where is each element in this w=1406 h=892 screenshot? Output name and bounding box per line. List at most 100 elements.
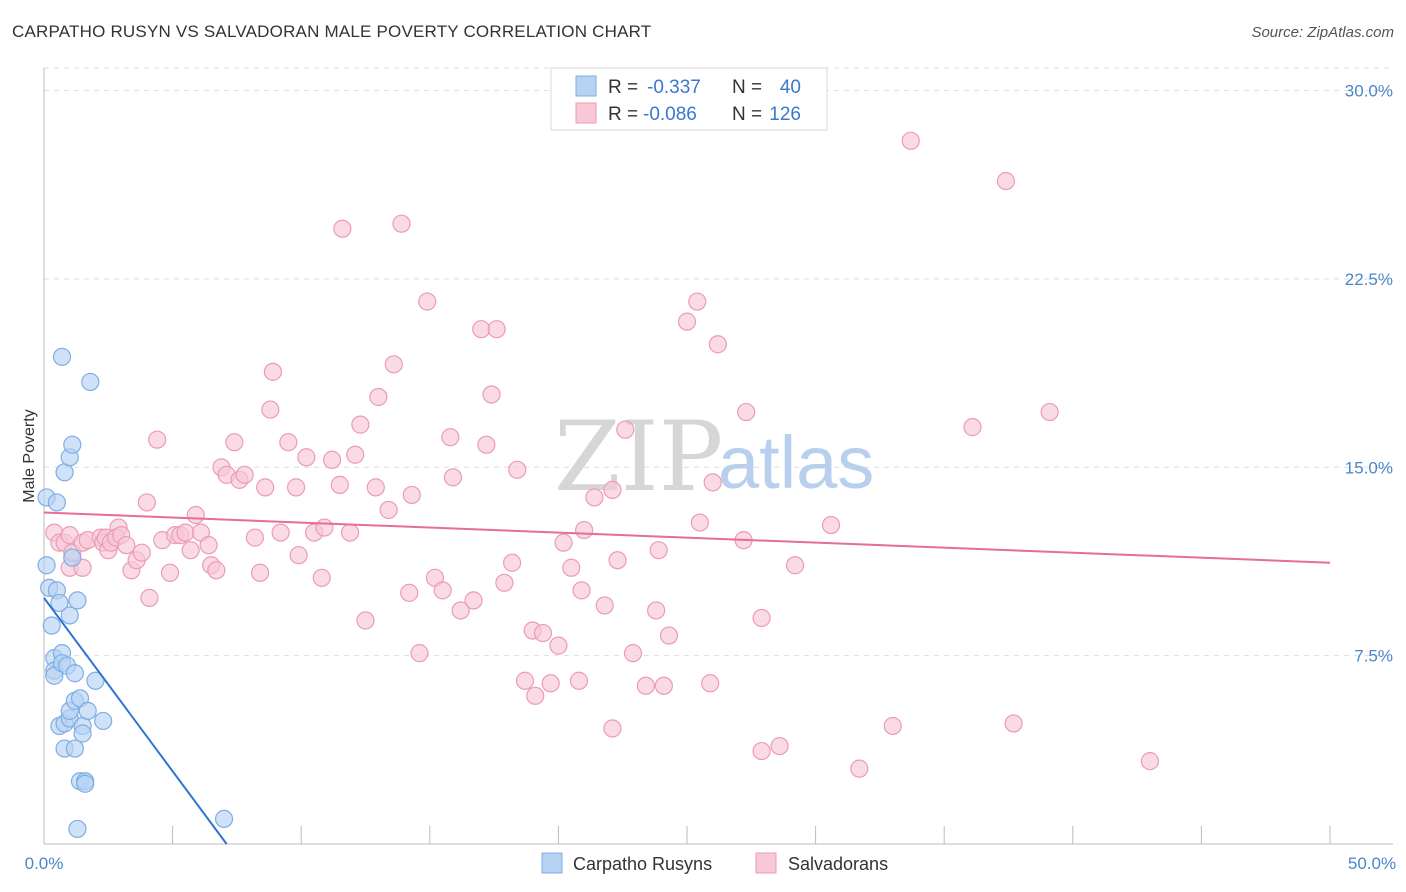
salvadoran-point	[569, 671, 589, 690]
salvadoran-point	[286, 478, 306, 497]
salvadoran-point	[752, 741, 771, 761]
salvadoran-point	[369, 387, 388, 407]
grid-lines	[44, 67, 1393, 657]
carpatho-point	[214, 809, 234, 828]
salvadoran-point	[503, 553, 522, 572]
legend-n-label-carpatho: N =	[732, 77, 762, 98]
salvadoran-trend-line	[43, 511, 1331, 564]
salvadoran-point	[333, 219, 352, 238]
watermark-zip: ZIP	[554, 401, 723, 513]
salvadoran-point	[595, 596, 614, 615]
salvadoran-point	[132, 543, 151, 562]
salvadoran-point	[526, 686, 545, 705]
salvadoran-point	[636, 676, 655, 695]
salvadoran-point	[533, 623, 553, 643]
salvadoran-point	[562, 558, 581, 577]
legend-n-value-salvadoran: 126	[769, 104, 801, 125]
salvadoran-point	[659, 626, 679, 645]
legend-n-value-carpatho: 40	[780, 77, 801, 98]
carpatho-point	[47, 493, 66, 512]
legend-swatch-carpatho	[575, 75, 597, 97]
salvadoran-point	[708, 335, 727, 354]
salvadoran-point	[649, 541, 668, 560]
carpatho-point	[65, 739, 84, 758]
carpatho-point	[42, 616, 61, 635]
salvadoran-point	[508, 460, 527, 479]
salvadoran-point	[850, 759, 869, 778]
salvadoran-point	[785, 556, 805, 575]
salvadoran-point	[384, 355, 403, 374]
salvadoran-point	[821, 515, 841, 535]
salvadoran-point	[603, 480, 622, 500]
salvadoran-point	[575, 520, 594, 540]
watermark: ZIP atlas	[554, 401, 874, 513]
salvadoran-point	[701, 674, 720, 693]
salvadoran-point	[250, 563, 270, 582]
y-tick-label: 15.0%	[1345, 458, 1393, 477]
salvadoran-point	[585, 488, 604, 507]
x-tick-label-max: 50.0%	[1348, 854, 1396, 873]
salvadoran-point	[441, 428, 460, 447]
salvadoran-point	[186, 505, 205, 525]
salvadoran-point	[482, 385, 501, 404]
salvadoran-point	[443, 468, 463, 487]
salvadoran-point	[256, 478, 275, 497]
legend-r-value-carpatho: -0.337	[647, 77, 701, 98]
salvadoran-point	[235, 465, 254, 484]
x-ticks	[43, 826, 1331, 844]
carpatho-point	[68, 819, 87, 839]
y-tick-label: 30.0%	[1345, 82, 1393, 101]
salvadoran-point	[351, 415, 370, 434]
bottom-legend-label-salvadoran: Salvadorans	[788, 854, 888, 874]
salvadoran-point	[322, 450, 342, 469]
carpatho-point	[63, 548, 82, 567]
carpatho-point	[81, 372, 100, 392]
salvadoran-point	[996, 171, 1016, 191]
salvadoran-point	[549, 636, 568, 655]
x-tick-label-min: 0.0%	[25, 854, 64, 873]
salvadoran-point	[279, 433, 298, 452]
salvadoran-point	[289, 546, 308, 565]
salvadoran-point	[176, 523, 195, 542]
salvadoran-point	[703, 473, 722, 492]
salvadoran-point	[366, 478, 385, 497]
salvadoran-point	[199, 536, 218, 555]
salvadoran-point	[400, 583, 419, 602]
salvadoran-point	[901, 131, 920, 150]
salvadoran-point	[340, 523, 360, 542]
salvadoran-point	[330, 475, 349, 494]
legend-n-label-salvadoran: N =	[732, 104, 762, 125]
salvadoran-point	[117, 536, 136, 555]
salvadoran-point	[148, 430, 167, 449]
carpatho-point	[63, 435, 82, 454]
salvadoran-point	[770, 736, 789, 756]
salvadoran-point	[402, 485, 421, 505]
salvadoran-point	[451, 601, 470, 620]
y-axis-label: Male Poverty	[21, 409, 38, 502]
salvadoran-point	[541, 674, 560, 693]
carpatho-points	[37, 347, 234, 839]
axes	[43, 68, 1393, 845]
salvadoran-point	[137, 493, 156, 512]
salvadoran-point	[263, 362, 283, 381]
salvadoran-point	[883, 716, 902, 736]
salvadoran-point	[647, 601, 666, 620]
y-tick-labels: 7.5% 15.0% 22.5% 30.0%	[1345, 82, 1393, 666]
legend-box: R = -0.337 N = 40 R = -0.086 N = 126	[550, 67, 828, 131]
salvadoran-point	[554, 533, 573, 552]
salvadoran-point	[623, 644, 643, 663]
legend-r-label-salvadoran: R =	[608, 104, 638, 125]
legend-frame	[550, 67, 828, 131]
carpatho-point	[65, 664, 84, 683]
salvadoran-point	[297, 448, 316, 467]
chart-title: CARPATHO RUSYN VS SALVADORAN MALE POVERT…	[12, 22, 652, 41]
bottom-legend: Carpatho Rusyns Salvadorans	[541, 852, 888, 874]
y-tick-label: 22.5%	[1345, 270, 1393, 289]
salvadoran-point	[1004, 714, 1023, 733]
salvadoran-point	[472, 320, 491, 339]
salvadoran-point	[433, 581, 452, 600]
salvadoran-point	[477, 435, 496, 454]
salvadoran-point	[346, 445, 365, 464]
legend-swatch-salvadoran	[575, 102, 597, 124]
